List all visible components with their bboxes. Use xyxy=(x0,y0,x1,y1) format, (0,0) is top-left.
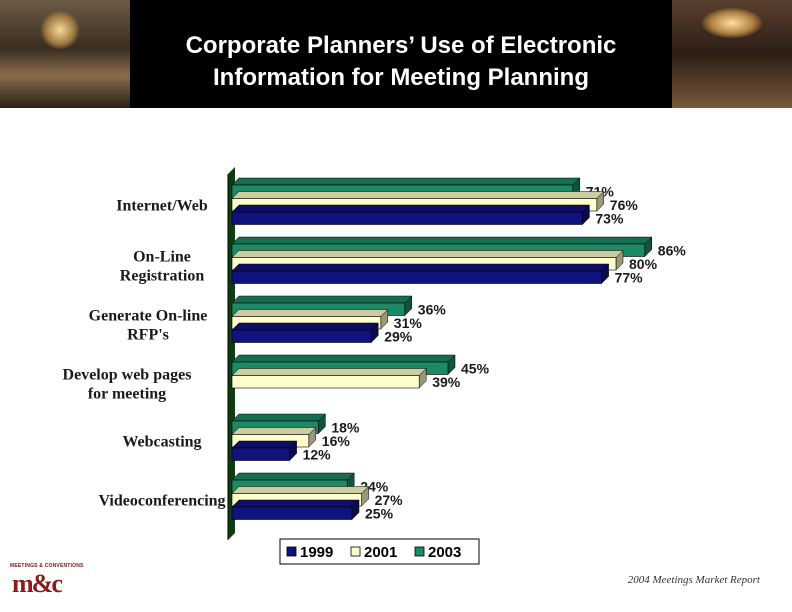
bar-top xyxy=(231,177,581,186)
header-banner: Corporate Planners’ Use of Electronic In… xyxy=(0,0,792,108)
bar-top xyxy=(231,413,327,422)
page-title: Corporate Planners’ Use of Electronic In… xyxy=(130,30,672,94)
value-label: 73% xyxy=(595,210,624,226)
bar-top xyxy=(231,236,653,245)
bar-top xyxy=(231,322,379,331)
bar-top xyxy=(231,440,298,449)
category-label: Webcasting xyxy=(122,433,201,450)
title-line-2: Information for Meeting Planning xyxy=(213,64,589,91)
category-label: Internet/Web xyxy=(116,197,208,214)
value-label: 77% xyxy=(615,269,644,285)
bar-1999 xyxy=(231,329,372,343)
legend-label-1999: 1999 xyxy=(300,544,333,561)
value-label: 31% xyxy=(394,315,423,331)
logo-wordmark: m&c xyxy=(12,569,63,598)
bar-chart: Internet/Web71%76%73%On-LineRegistration… xyxy=(63,167,687,565)
value-label: 27% xyxy=(375,492,404,508)
category-label: Develop web pages for meeting xyxy=(63,366,192,402)
category-label: On-Line Registration xyxy=(120,248,205,284)
legend-label-2001: 2001 xyxy=(364,544,397,561)
value-label: 25% xyxy=(365,505,394,521)
bar-1999 xyxy=(231,270,602,284)
value-label: 45% xyxy=(461,360,490,376)
bar-1999 xyxy=(231,447,290,461)
mc-logo: MEETINGS & CONVENTIONS m&c xyxy=(10,563,100,599)
bar-top xyxy=(231,250,624,258)
bar-1999 xyxy=(231,506,353,520)
bar-top xyxy=(231,427,317,435)
value-label: 86% xyxy=(658,242,687,258)
bar-top xyxy=(231,204,591,213)
ballroom-photo-right xyxy=(672,0,792,108)
bar-top xyxy=(231,309,389,317)
bar-2001 xyxy=(231,375,420,389)
bar-1999 xyxy=(231,211,583,225)
value-label: 12% xyxy=(303,446,332,462)
bar-top xyxy=(231,368,427,376)
value-label: 29% xyxy=(384,328,413,344)
ballroom-photo-left xyxy=(0,0,130,108)
value-label: 18% xyxy=(331,419,360,435)
logo-tagline: MEETINGS & CONVENTIONS xyxy=(10,563,84,569)
legend-swatch-1999 xyxy=(286,546,297,557)
bar-top xyxy=(231,486,370,494)
bar-top xyxy=(231,354,456,363)
value-label: 80% xyxy=(629,256,658,272)
bar-top xyxy=(231,499,360,508)
legend-box xyxy=(279,538,480,565)
value-label: 39% xyxy=(432,374,461,390)
value-label: 36% xyxy=(418,301,447,317)
bar-top xyxy=(231,191,605,199)
bar-top xyxy=(231,472,355,481)
legend-swatch-2003 xyxy=(414,546,425,557)
legend-label-2003: 2003 xyxy=(428,544,461,561)
value-label: 16% xyxy=(322,433,351,449)
category-label: Videoconferencing xyxy=(98,492,225,509)
value-label: 76% xyxy=(610,197,639,213)
source-caption: 2004 Meetings Market Report xyxy=(627,574,760,586)
legend-swatch-2001 xyxy=(350,546,361,557)
category-label: Generate On-line RFP's xyxy=(89,307,208,343)
title-line-1: Corporate Planners’ Use of Electronic xyxy=(185,32,617,59)
bar-top xyxy=(231,295,413,304)
bar-top xyxy=(231,263,610,272)
